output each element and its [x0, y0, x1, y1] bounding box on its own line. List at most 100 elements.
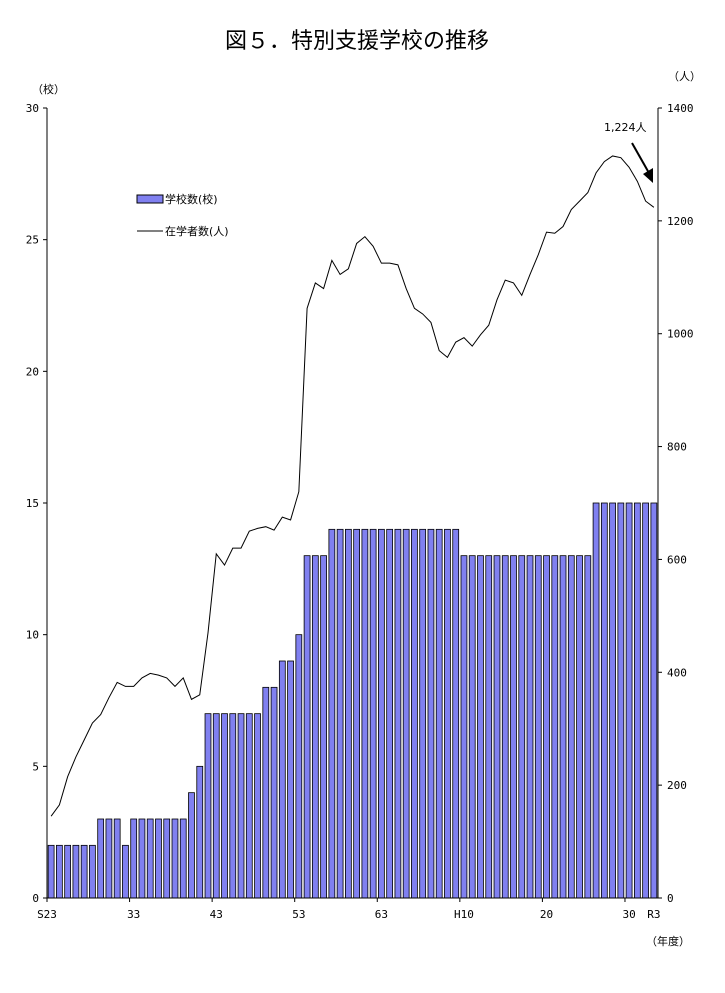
bar-8	[113, 818, 121, 899]
bar-15	[171, 818, 179, 899]
bar-39	[369, 528, 377, 899]
bar-70	[625, 502, 633, 899]
bar-45	[419, 528, 427, 899]
x-tick-label-2: 43	[210, 908, 223, 921]
x-tick-label-6: 20	[540, 908, 553, 921]
bar-44	[411, 528, 418, 899]
bar-12	[146, 818, 154, 899]
bar-30	[295, 634, 303, 899]
bar-13	[155, 818, 162, 899]
bar-66	[592, 502, 600, 899]
bar-24	[245, 713, 253, 899]
bar-55	[501, 555, 509, 899]
bar-34	[328, 528, 336, 899]
right-tick-label-1: 200	[667, 779, 687, 792]
annotation-label: 1,224人	[604, 121, 647, 134]
x-tick-label-3: 53	[292, 908, 305, 921]
left-tick-label-1: 5	[32, 760, 39, 773]
x-tick-label-0: S23	[37, 908, 57, 921]
bar-3	[72, 844, 80, 899]
bar-9	[122, 844, 129, 899]
annotation-arrow-head	[643, 168, 653, 183]
x-tick-label-5: H10	[454, 908, 474, 921]
bar-42	[394, 528, 402, 899]
bar-52	[477, 555, 484, 899]
bar-71	[633, 502, 641, 899]
right-tick-label-2: 400	[667, 666, 687, 679]
left-tick-label-0: 0	[32, 892, 39, 905]
bar-10	[130, 818, 138, 899]
bar-50	[460, 555, 468, 899]
bar-32	[311, 555, 319, 899]
bar-7	[105, 818, 113, 899]
bar-26	[262, 686, 270, 899]
bar-28	[278, 660, 286, 899]
line-series	[50, 155, 655, 817]
bar-17	[188, 792, 195, 899]
legend: 学校数(校) 在学者数(人)	[136, 192, 229, 238]
bar-67	[600, 502, 608, 899]
bar-40	[378, 528, 385, 899]
bar-14	[163, 818, 171, 899]
bar-62	[559, 555, 567, 899]
bar-58	[526, 555, 534, 899]
right-tick-label-5: 1000	[667, 328, 694, 341]
bar-48	[444, 528, 451, 899]
bar-41	[386, 528, 394, 899]
bar-16	[179, 818, 187, 899]
bar-47	[435, 528, 443, 899]
left-tick-label-2: 10	[26, 629, 39, 642]
left-tick-label-6: 30	[26, 102, 39, 115]
x-axis-unit: （年度）	[646, 934, 690, 948]
bar-11	[138, 818, 146, 899]
bar-23	[237, 713, 245, 899]
bar-29	[287, 660, 294, 899]
x-tick-label-7: 30	[622, 908, 635, 921]
bar-33	[320, 555, 327, 899]
bar-31	[303, 555, 311, 899]
chart-title: 図５．特別支援学校の推移	[225, 29, 489, 54]
left-axis-unit: （校）	[32, 82, 65, 96]
right-tick-label-4: 800	[667, 441, 687, 454]
tick-labels: 0 5 10 15 20 25 30 0 200 400 600 800 1000 1200 1400 S23…	[26, 102, 694, 921]
bar-25	[254, 713, 261, 899]
bar-63	[567, 555, 575, 899]
bar-49	[452, 528, 460, 899]
axes	[43, 107, 662, 902]
right-axis-unit: （人）	[668, 70, 701, 83]
bar-36	[344, 528, 352, 899]
bar-series	[47, 502, 658, 899]
bar-37	[353, 528, 361, 899]
annotation-arrow-shaft	[631, 142, 650, 174]
bar-68	[609, 502, 616, 899]
bar-21	[221, 713, 228, 899]
right-tick-label-6: 1200	[667, 215, 694, 228]
bar-20	[212, 713, 220, 899]
annotation: 1,224人	[604, 121, 653, 183]
bar-18	[196, 765, 204, 899]
legend-bar-label: 学校数(校)	[165, 192, 218, 206]
right-tick-label-0: 0	[667, 892, 674, 905]
legend-bar-swatch	[136, 194, 164, 204]
bar-65	[584, 555, 592, 899]
bar-60	[543, 555, 550, 899]
bar-73	[650, 502, 658, 899]
x-tick-label-8: R3	[647, 908, 660, 921]
bar-35	[336, 528, 344, 899]
bar-64	[576, 555, 583, 899]
bar-2	[64, 844, 72, 899]
bar-72	[642, 502, 649, 899]
bar-69	[617, 502, 625, 899]
bar-51	[468, 555, 476, 899]
bar-4	[80, 844, 88, 899]
legend-line-label: 在学者数(人)	[165, 224, 229, 238]
left-tick-label-5: 25	[26, 234, 39, 247]
enrollment-line	[50, 155, 655, 817]
bar-22	[229, 713, 237, 899]
bar-5	[89, 844, 96, 899]
bar-53	[485, 555, 493, 899]
right-tick-label-7: 1400	[667, 102, 694, 115]
bar-61	[551, 555, 559, 899]
left-tick-label-3: 15	[26, 497, 39, 510]
